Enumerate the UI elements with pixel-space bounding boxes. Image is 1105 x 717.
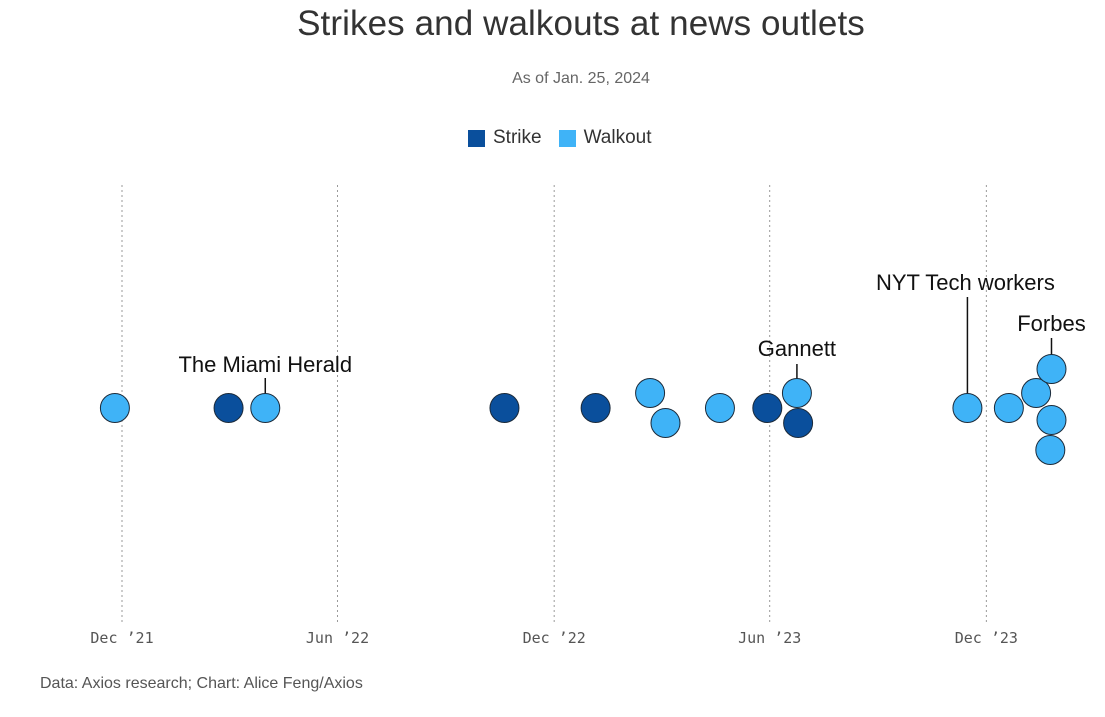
event-point-walkout-2 — [250, 393, 281, 423]
annotation-label-9: Gannett — [758, 336, 836, 361]
x-tick-label-2: Dec ’22 — [523, 629, 586, 647]
event-point-walkout-15 — [1036, 405, 1067, 435]
event-point-walkout-12 — [993, 393, 1024, 423]
x-tick-label-0: Dec ’21 — [90, 629, 153, 647]
annotations: The Miami Herald Gannett NYT Tech workers F… — [178, 270, 1086, 394]
legend-item-walkout: Walkout — [558, 127, 652, 149]
source-footer: Data: Axios research; Chart: Alice Feng/… — [40, 675, 363, 692]
legend: Strike Walkout — [468, 126, 669, 150]
event-point-strike-3 — [489, 393, 520, 423]
event-point-walkout-14 — [1036, 354, 1067, 384]
legend-item-strike: Strike — [468, 127, 542, 149]
annotation-label-14: Forbes — [1017, 311, 1085, 336]
event-points — [99, 354, 1067, 465]
event-point-strike-10 — [783, 408, 814, 438]
event-point-strike-4 — [580, 393, 611, 423]
event-point-strike-8 — [752, 393, 783, 423]
chart-subtitle: As of Jan. 25, 2024 — [512, 70, 650, 87]
event-point-strike-1 — [213, 393, 244, 423]
event-point-walkout-9 — [781, 378, 812, 408]
chart-title: Strikes and walkouts at news outlets — [297, 4, 865, 43]
annotation-label-11: NYT Tech workers — [876, 270, 1055, 295]
legend-label-walkout: Walkout — [583, 127, 652, 148]
event-point-walkout-6 — [650, 408, 681, 438]
x-tick-label-3: Jun ’23 — [738, 629, 801, 647]
legend-swatch-strike — [468, 129, 485, 147]
x-tick-label-4: Dec ’23 — [955, 629, 1018, 647]
x-tick-label-1: Jun ’22 — [306, 629, 369, 647]
event-point-walkout-13 — [1021, 378, 1052, 408]
legend-label-strike: Strike — [493, 127, 542, 148]
event-point-walkout-7 — [704, 393, 735, 423]
event-point-walkout-16 — [1035, 435, 1066, 465]
x-axis-ticks: Dec ’21 Jun ’22 Dec ’22 Jun ’23 Dec ’23 — [90, 629, 1018, 647]
event-point-walkout-0 — [99, 393, 130, 423]
annotation-label-2: The Miami Herald — [178, 352, 352, 377]
event-point-walkout-5 — [635, 378, 666, 408]
legend-swatch-walkout — [558, 129, 576, 147]
event-point-walkout-11 — [952, 393, 983, 423]
